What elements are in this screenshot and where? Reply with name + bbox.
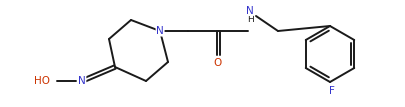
Text: F: F xyxy=(329,86,335,96)
Text: N: N xyxy=(246,6,254,16)
Text: O: O xyxy=(214,58,222,68)
Text: H: H xyxy=(247,15,254,24)
Text: N: N xyxy=(156,26,164,36)
Text: N: N xyxy=(78,76,86,86)
Text: HO: HO xyxy=(34,76,50,86)
